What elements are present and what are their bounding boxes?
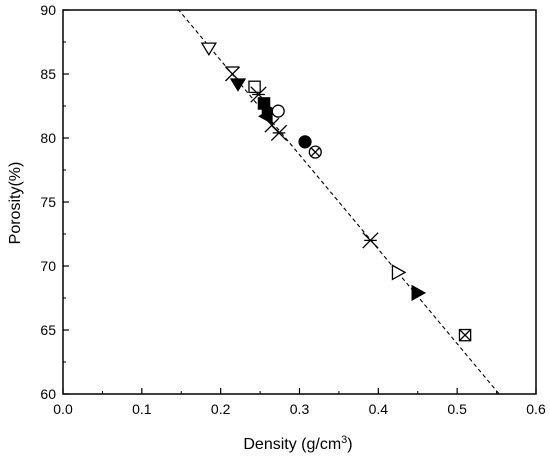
axis-ticks: 0.0 0.1 0.2 0.3 0.4 0.5 0.6 60 65 70 75 80 85 90 [40, 2, 546, 417]
x-axis-title-superscript: 3 [341, 434, 347, 446]
marker-cross [225, 66, 240, 82]
marker-shape [411, 284, 427, 301]
fit-line [177, 10, 500, 394]
x-axis-title: Density (g/cm3) [243, 434, 352, 453]
y-tick-label: 90 [40, 2, 56, 18]
data-point-circle-crossed [308, 145, 322, 159]
marker-shape [248, 80, 261, 94]
marker-shape [271, 104, 285, 118]
data-point-triangle-down-open [200, 42, 217, 56]
x-tick-label: 0.4 [369, 401, 389, 417]
y-tick-label: 75 [40, 194, 56, 210]
marker-cross [310, 147, 320, 157]
x-axis-title-main: Density (g/cm [243, 436, 341, 453]
marker-shape [200, 42, 217, 56]
data-point-square-open [248, 80, 261, 94]
data-points [200, 42, 472, 342]
data-point-circle-filled [298, 135, 312, 149]
y-tick-label: 80 [40, 130, 56, 146]
data-point-circle-open [271, 104, 285, 118]
data-point-triangle-right-open [391, 264, 407, 281]
y-tick-label: 65 [40, 322, 56, 338]
x-tick-label: 0.6 [526, 401, 546, 417]
y-tick-label: 85 [40, 66, 56, 82]
y-tick-label: 70 [40, 258, 56, 274]
data-point-square-crossed [458, 328, 472, 342]
x-tick-label: 0.2 [211, 401, 231, 417]
x-tick-label: 0.3 [290, 401, 310, 417]
marker-shape [391, 264, 407, 281]
x-axis-title-suffix: ) [347, 436, 352, 453]
marker-shape [298, 135, 312, 149]
marker-cross [458, 329, 472, 342]
data-point-triangle-down-filled [229, 78, 247, 92]
y-axis-title: Porosity(%) [7, 162, 24, 245]
fit-line-layer [177, 10, 500, 394]
marker-shape [229, 78, 247, 92]
y-tick-label: 60 [40, 386, 56, 402]
x-tick-label: 0.1 [132, 401, 152, 417]
data-point-star-x [362, 232, 379, 249]
data-point-triangle-right-filled [411, 284, 427, 301]
x-tick-label: 0.0 [53, 401, 73, 417]
data-point-star-x [270, 124, 288, 142]
x-tick-label: 0.5 [447, 401, 467, 417]
